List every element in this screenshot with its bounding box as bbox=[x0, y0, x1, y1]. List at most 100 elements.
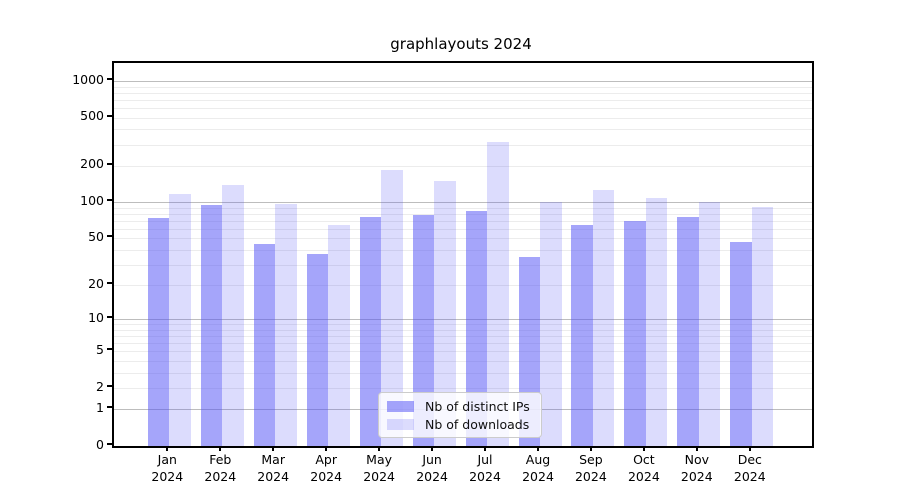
x-tick-label-month: Nov bbox=[684, 452, 709, 467]
x-tick-label-year: 2024 bbox=[257, 469, 290, 484]
gridline-minor bbox=[114, 336, 812, 338]
y-tick bbox=[107, 235, 112, 238]
gridline-minor bbox=[114, 129, 812, 131]
x-tick-label: Oct 2024 bbox=[617, 451, 671, 485]
x-tick bbox=[589, 446, 592, 451]
x-tick-label-year: 2024 bbox=[151, 469, 184, 484]
x-tick-label: Nov 2024 bbox=[670, 451, 724, 485]
bar-nb-of-downloads bbox=[222, 184, 244, 446]
y-tick bbox=[107, 162, 112, 165]
y-tick-label: 10 bbox=[88, 309, 104, 325]
x-tick bbox=[537, 446, 539, 451]
gridline-major bbox=[114, 319, 812, 321]
bar-nb-of-distinct-ips bbox=[412, 214, 435, 446]
y-tick-label: 200 bbox=[80, 156, 104, 172]
gridline-minor bbox=[114, 117, 812, 119]
x-tick-label-month: Mar bbox=[261, 452, 285, 467]
x-tick-label-month: Oct bbox=[633, 452, 655, 467]
x-tick-label: Jul 2024 bbox=[458, 451, 512, 485]
y-tick-label: 5 bbox=[96, 341, 104, 357]
gridline-minor bbox=[114, 228, 812, 230]
bar-nb-of-distinct-ips bbox=[571, 224, 593, 446]
gridline-minor bbox=[114, 285, 812, 287]
y-tick-label: 50 bbox=[88, 228, 104, 244]
x-tick-label: May 2024 bbox=[352, 451, 406, 485]
x-tick-label-year: 2024 bbox=[416, 469, 448, 484]
gridline-minor bbox=[114, 264, 812, 266]
x-tick-label-year: 2024 bbox=[310, 469, 343, 484]
y-tick bbox=[107, 114, 112, 117]
gridline-minor bbox=[114, 372, 812, 374]
gridline-minor bbox=[114, 343, 812, 345]
gridline-minor bbox=[114, 107, 812, 109]
x-tick bbox=[748, 446, 751, 451]
y-tick bbox=[107, 78, 112, 80]
x-tick-label-month: Dec bbox=[737, 452, 762, 467]
bar-nb-of-downloads bbox=[540, 202, 562, 446]
bar-nb-of-downloads bbox=[275, 204, 297, 446]
bar-nb-of-downloads bbox=[751, 206, 774, 446]
legend-swatch-icon bbox=[387, 418, 414, 430]
chart-title: graphlayouts 2024 bbox=[390, 35, 532, 53]
y-tick bbox=[107, 406, 112, 409]
gridline-major bbox=[114, 81, 812, 82]
x-tick bbox=[484, 446, 486, 451]
x-tick bbox=[325, 446, 328, 451]
y-tick bbox=[107, 348, 112, 351]
y-tick-label: 2 bbox=[96, 378, 104, 394]
y-tick-label: 100 bbox=[80, 192, 104, 208]
gridline-minor bbox=[114, 220, 812, 222]
bar-nb-of-distinct-ips bbox=[730, 241, 752, 446]
bar-nb-of-downloads bbox=[381, 169, 403, 446]
x-tick-label-year: 2024 bbox=[680, 469, 713, 484]
legend: Nb of distinct IPs Nb of downloads bbox=[378, 392, 542, 438]
gridline-minor bbox=[114, 249, 812, 251]
bar-nb-of-downloads bbox=[169, 193, 191, 446]
x-tick-label-month: Jul bbox=[477, 452, 493, 467]
x-tick-label: Feb 2024 bbox=[193, 451, 247, 485]
gridline-major bbox=[114, 202, 812, 204]
x-tick-label-month: Jun bbox=[422, 452, 442, 467]
x-tick-label: Mar 2024 bbox=[246, 451, 300, 485]
x-tick-label-year: 2024 bbox=[469, 469, 501, 484]
bar-nb-of-downloads bbox=[592, 190, 615, 446]
x-tick-label-month: Aug bbox=[525, 452, 551, 467]
x-tick bbox=[272, 446, 275, 451]
y-tick-label: 0 bbox=[96, 436, 104, 452]
x-tick-label-month: Feb bbox=[209, 452, 232, 467]
x-tick-label-month: Sep bbox=[579, 452, 603, 467]
y-tick bbox=[107, 199, 112, 202]
legend-label: Nb of downloads bbox=[425, 416, 530, 432]
y-tick-label: 1 bbox=[96, 399, 104, 415]
gridline-minor bbox=[114, 329, 812, 331]
gridline-minor bbox=[114, 207, 812, 209]
plot-area bbox=[112, 61, 814, 448]
x-tick-label: Dec 2024 bbox=[723, 451, 777, 485]
x-tick-label-month: May bbox=[366, 452, 393, 467]
gridline-minor bbox=[114, 144, 812, 146]
gridline-minor bbox=[114, 213, 812, 215]
x-tick bbox=[642, 446, 645, 451]
bar-nb-of-distinct-ips bbox=[147, 217, 170, 446]
y-tick bbox=[107, 443, 112, 445]
bar-nb-of-distinct-ips bbox=[200, 205, 223, 446]
gridline-minor bbox=[114, 351, 812, 353]
y-tick bbox=[107, 282, 112, 285]
gridline-minor bbox=[114, 165, 812, 167]
y-tick-label: 20 bbox=[88, 275, 104, 291]
y-tick-label: 1000 bbox=[72, 71, 104, 87]
bar-nb-of-downloads bbox=[328, 224, 350, 446]
legend-item: Nb of distinct IPs bbox=[387, 398, 533, 416]
bar-nb-of-distinct-ips bbox=[359, 216, 382, 446]
x-tick bbox=[166, 446, 169, 451]
y-tick bbox=[107, 385, 112, 387]
x-tick-label-year: 2024 bbox=[627, 469, 660, 484]
x-tick-label: Apr 2024 bbox=[299, 451, 353, 485]
x-tick-label-year: 2024 bbox=[733, 469, 766, 484]
bar-nb-of-downloads bbox=[487, 141, 509, 446]
gridline-minor bbox=[114, 238, 812, 240]
y-tick bbox=[107, 316, 112, 319]
x-tick-label: Jun 2024 bbox=[405, 451, 459, 485]
gridline-minor bbox=[114, 361, 812, 362]
